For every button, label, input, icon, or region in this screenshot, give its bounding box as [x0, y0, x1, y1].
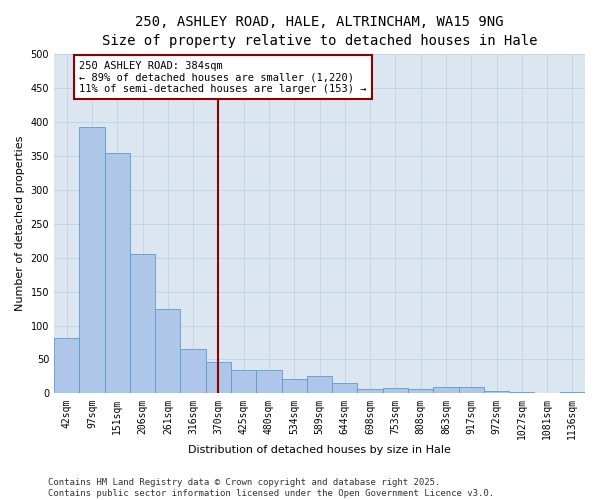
Bar — [433, 386, 458, 394]
Bar — [181, 350, 206, 394]
Bar — [383, 388, 408, 394]
Bar — [307, 376, 332, 394]
Y-axis label: Number of detached properties: Number of detached properties — [15, 136, 25, 312]
Bar — [54, 338, 79, 394]
Bar — [206, 362, 231, 394]
Bar — [458, 386, 484, 394]
Bar — [560, 392, 585, 394]
Bar — [484, 392, 509, 394]
X-axis label: Distribution of detached houses by size in Hale: Distribution of detached houses by size … — [188, 445, 451, 455]
Text: Contains HM Land Registry data © Crown copyright and database right 2025.
Contai: Contains HM Land Registry data © Crown c… — [48, 478, 494, 498]
Bar — [256, 370, 281, 394]
Text: 250 ASHLEY ROAD: 384sqm
← 89% of detached houses are smaller (1,220)
11% of semi: 250 ASHLEY ROAD: 384sqm ← 89% of detache… — [79, 60, 367, 94]
Bar — [509, 392, 535, 394]
Bar — [332, 384, 358, 394]
Bar — [130, 254, 155, 394]
Bar — [79, 126, 104, 394]
Bar — [408, 390, 433, 394]
Bar — [281, 379, 307, 394]
Bar — [104, 153, 130, 394]
Bar — [535, 393, 560, 394]
Bar — [231, 370, 256, 394]
Title: 250, ASHLEY ROAD, HALE, ALTRINCHAM, WA15 9NG
Size of property relative to detach: 250, ASHLEY ROAD, HALE, ALTRINCHAM, WA15… — [102, 15, 537, 48]
Bar — [358, 390, 383, 394]
Bar — [155, 308, 181, 394]
